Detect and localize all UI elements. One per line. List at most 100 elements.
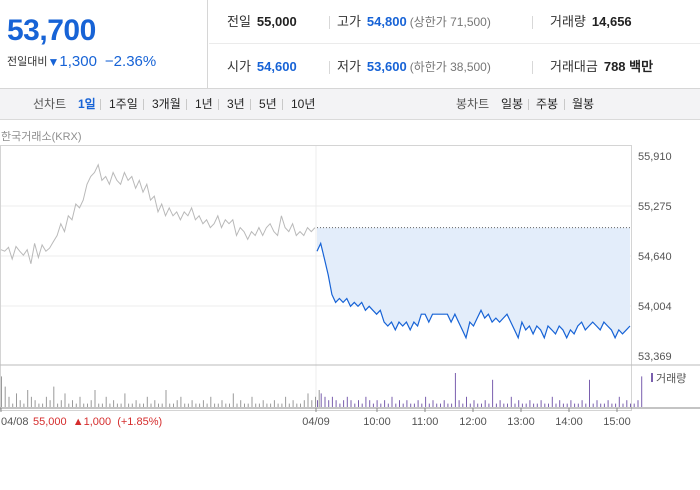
volume-bar: [428, 403, 430, 407]
volume-bar: [173, 403, 174, 407]
y-tick-label: 53,369: [638, 351, 672, 363]
volume-bar: [488, 403, 490, 407]
volume-bar: [240, 400, 242, 407]
volume-bar: [161, 403, 163, 407]
period-10y-button[interactable]: 10년: [291, 97, 316, 111]
volume-bar: [101, 403, 103, 407]
volume-bar: [481, 403, 482, 407]
volume-bar: [116, 403, 118, 407]
volume-bar: [320, 393, 322, 407]
change-value: 1,300: [59, 53, 97, 70]
volume-bar: [622, 403, 624, 407]
volume-bar: [626, 400, 628, 407]
divider: [564, 99, 565, 110]
prev-close-value: 55,000: [256, 14, 297, 29]
volume-bar: [406, 400, 408, 407]
candle-daily-button[interactable]: 일봉: [501, 97, 524, 111]
volume-bar: [484, 400, 486, 407]
period-1d-button[interactable]: 1일: [78, 97, 96, 111]
volume-bar: [454, 373, 456, 407]
period-bar: 선차트 1일 1주일 3개월 1년 3년 5년 10년 봉차트 일봉 주봉 월봉: [0, 89, 700, 120]
volume-bar: [210, 396, 212, 407]
candle-monthly-button[interactable]: 월봉: [572, 97, 595, 111]
quote-panel: 53,700 전일대비▼1,300 −2.36% 전일 55,000 고가 54,80…: [0, 0, 700, 89]
volume-legend-swatch: [651, 373, 653, 382]
volume-bar: [191, 400, 193, 407]
divider: [282, 99, 283, 110]
volume-bar: [548, 403, 549, 407]
current-price-box: 53,700 전일대비▼1,300 −2.36%: [0, 0, 208, 89]
volume-bar: [79, 396, 81, 407]
quote-details: 전일 55,000 고가 54,800 (상한가 71,500) 거래량 14,656 …: [209, 0, 700, 89]
candle-weekly-button[interactable]: 주봉: [536, 97, 559, 111]
volume-bar: [346, 396, 348, 407]
volume-bar: [292, 400, 294, 407]
divider: [329, 61, 330, 74]
current-price: 53,700: [7, 14, 96, 47]
volume-bar: [495, 403, 497, 407]
volume-bar: [124, 393, 126, 407]
volume-bar: [315, 396, 316, 407]
period-5y-button[interactable]: 5년: [259, 97, 277, 111]
volume-bar: [574, 403, 576, 407]
volume-bar: [244, 403, 245, 407]
period-1w-button[interactable]: 1주일: [109, 97, 138, 111]
volume-bar: [72, 400, 73, 407]
volume-bar: [499, 400, 501, 407]
volume-bar: [581, 400, 583, 407]
volume-bar: [158, 403, 159, 407]
volume-bar: [139, 403, 141, 407]
volume-bar: [324, 396, 326, 407]
y-tick-label: 54,004: [638, 301, 672, 313]
volume-bar: [277, 403, 279, 407]
volume-bar: [64, 393, 66, 407]
volume-bar: [180, 396, 182, 407]
volume-bar: [469, 403, 471, 407]
low-value: 53,600: [366, 59, 407, 74]
period-3m-button[interactable]: 3개월: [152, 97, 181, 111]
volume-bar: [417, 400, 419, 407]
volume-bar: [45, 396, 47, 407]
prev-close-label: 전일: [227, 14, 251, 29]
volume-bar: [303, 400, 305, 407]
volume-bar: [618, 396, 620, 407]
volume-bar: [318, 390, 320, 407]
volume-bar: [135, 400, 137, 407]
divider: [218, 99, 219, 110]
volume-bar: [225, 403, 227, 407]
volume-bar: [447, 403, 449, 407]
volume-bar: [458, 400, 460, 407]
volume-bar: [600, 403, 602, 407]
volume-bar: [12, 403, 14, 407]
amount-value: 788 백만: [603, 59, 654, 74]
volume-bar: [592, 403, 594, 407]
volume-bar: [150, 403, 152, 407]
volume-bar: [232, 393, 234, 407]
x-tick-label: 15:00: [603, 416, 631, 428]
volume-bar: [361, 403, 363, 407]
period-3y-button[interactable]: 3년: [227, 97, 245, 111]
volume-bar: [492, 379, 494, 407]
volume-bar: [307, 393, 309, 407]
volume-bar: [525, 403, 527, 407]
volume-bar: [199, 403, 201, 407]
volume-bar: [443, 400, 445, 407]
volume-bar: [559, 400, 561, 407]
volume-bar: [596, 400, 598, 407]
volume-bar: [507, 403, 508, 407]
volume-bar: [343, 400, 345, 407]
x-tick-label: 11:00: [412, 416, 439, 428]
line-chart-label: 선차트: [33, 97, 67, 111]
volume-bar: [236, 403, 238, 407]
volume-bar: [154, 400, 156, 407]
y-tick-label: 55,275: [638, 201, 672, 213]
volume-bar: [436, 403, 438, 407]
x-tick-label: 04/08: [1, 416, 29, 428]
volume-bar: [641, 376, 643, 407]
volume-bar: [540, 400, 542, 407]
volume-bar: [399, 400, 400, 407]
volume-bar: [273, 400, 275, 407]
period-1y-button[interactable]: 1년: [195, 97, 213, 111]
amount-cell: 거래대금 788 백만: [550, 45, 653, 89]
volume-bar: [53, 386, 55, 407]
